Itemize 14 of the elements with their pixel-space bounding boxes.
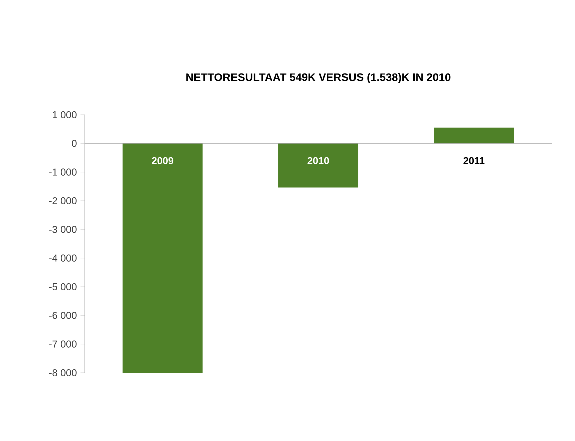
y-tick-label: -7 000 — [49, 340, 77, 348]
x-tick-label: 2011 — [464, 157, 485, 164]
y-tick-label: -6 000 — [49, 312, 77, 320]
y-tick-label: -3 000 — [49, 226, 77, 234]
y-tick-label: 0 — [72, 140, 77, 148]
x-tick-label: 2010 — [308, 157, 330, 164]
y-tick-label: -2 000 — [49, 197, 77, 205]
y-tick-label: -1 000 — [49, 168, 77, 176]
y-tick-label: -4 000 — [49, 254, 77, 262]
y-tick-label: -8 000 — [49, 369, 77, 377]
y-tick-label: -5 000 — [49, 283, 77, 291]
chart-title: NETTORESULTAAT 549K VERSUS (1.538)K IN 2010 — [186, 73, 451, 84]
x-tick-label: 2009 — [152, 157, 174, 164]
y-tick-label: 1 000 — [53, 111, 77, 119]
